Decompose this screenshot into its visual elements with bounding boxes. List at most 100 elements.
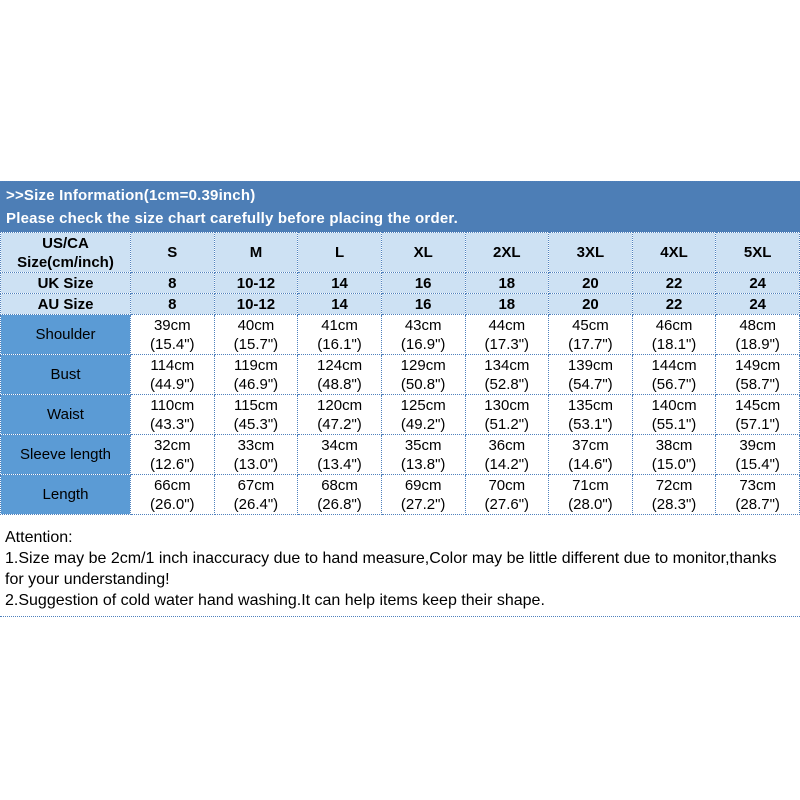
size-value-cell-text: 10-12 <box>236 295 276 313</box>
size-value-cell: 14 <box>297 293 382 315</box>
measure-value-cell-text: 139cm <box>567 356 613 374</box>
size-col-header-2xl: 2XL <box>464 232 550 273</box>
measure-value-cell: 46cm (18.1") <box>631 314 717 355</box>
measure-value-cell-text: (14.2") <box>484 455 530 473</box>
size-value-cell: 10-12 <box>213 293 299 315</box>
measure-value-cell-text: (28.3") <box>651 495 697 513</box>
measure-value-cell-text: (47.2") <box>317 415 362 433</box>
table-row: Shoulder 39cm (15.4") 40cm (15.7") 41cm (16.1"… <box>0 314 800 355</box>
measure-value-cell: 66cm (26.0") <box>130 474 215 515</box>
measure-value-cell-text: (51.2") <box>484 415 530 433</box>
size-value-cell: 18 <box>464 293 550 315</box>
measure-value-cell: 144cm (56.7") <box>631 354 717 395</box>
measure-value-cell-text: 68cm <box>321 476 358 494</box>
measure-value-cell: 40cm (15.7") <box>213 314 299 355</box>
attention-title: Attention: <box>5 529 73 546</box>
row-label: AU Size <box>0 293 131 315</box>
measure-value-cell-text: 46cm <box>655 316 693 334</box>
measure-value-cell-text: 41cm <box>321 316 358 334</box>
measure-value-cell: 125cm (49.2") <box>380 394 466 435</box>
measure-value-cell-text: (13.8") <box>400 455 446 473</box>
size-value-cell: 16 <box>380 272 466 294</box>
measure-value-cell-text: 119cm <box>233 356 278 374</box>
measure-value-cell-text: 125cm <box>400 396 446 414</box>
attention-note-1: 1.Size may be 2cm/1 inch inaccuracy due … <box>5 550 777 588</box>
measure-value-cell-text: (43.3") <box>150 415 195 433</box>
measure-value-cell: 39cm (15.4") <box>130 314 215 355</box>
measure-value-cell-text: (15.7") <box>233 335 279 353</box>
measure-value-cell-text: (48.8") <box>317 375 362 393</box>
row-label-text: UK Size <box>37 274 94 292</box>
measure-value-cell-text: 70cm <box>488 476 526 494</box>
measure-value-cell-text: (16.9") <box>400 335 446 353</box>
size-col-header-l: L <box>297 232 382 273</box>
size-col-header-2xl-text: 2XL <box>493 244 521 261</box>
measure-value-cell-text: (18.9") <box>735 335 780 353</box>
measure-value-cell-text: 39cm <box>739 436 777 454</box>
measure-value-cell-text: 144cm <box>651 356 697 374</box>
measure-value-cell-text: 36cm <box>488 436 526 454</box>
measure-value-cell: 129cm (50.8") <box>380 354 466 395</box>
measure-value-cell-text: 44cm <box>488 316 526 334</box>
measure-row-label: Bust <box>0 354 131 395</box>
measure-value-cell-text: 72cm <box>655 476 693 494</box>
measure-value-cell-text: (26.4") <box>233 495 279 513</box>
measure-value-cell-text: (26.8") <box>317 495 362 513</box>
measure-value-cell-text: (49.2") <box>400 415 446 433</box>
measure-value-cell: 45cm (17.7") <box>548 314 633 355</box>
measure-value-cell-text: (16.1") <box>317 335 362 353</box>
size-value-cell-text: 8 <box>168 295 177 313</box>
measure-value-cell: 110cm (43.3") <box>130 394 215 435</box>
size-value-cell: 24 <box>715 293 800 315</box>
size-value-cell: 14 <box>297 272 382 294</box>
measure-value-cell-text: 40cm <box>237 316 275 334</box>
measure-value-cell-text: (44.9") <box>150 375 195 393</box>
measure-value-cell: 43cm (16.9") <box>380 314 466 355</box>
size-col-header-l-text: L <box>334 244 345 261</box>
measure-value-cell-text: 35cm <box>404 436 442 454</box>
measure-value-cell-text: 120cm <box>317 396 363 414</box>
size-value-cell-text: 14 <box>331 295 348 313</box>
measure-value-cell-text: 38cm <box>655 436 693 454</box>
size-col-header-5xl-text: 5XL <box>743 244 772 261</box>
measure-value-cell-text: 140cm <box>651 396 697 414</box>
corner-header: US/CA Size(cm/inch) <box>0 232 131 273</box>
measure-value-cell-text: (26.0") <box>150 495 195 513</box>
measure-value-cell: 73cm (28.7") <box>715 474 800 515</box>
table-row: Bust 114cm (44.9") 119cm (46.9") 124cm (48.8")… <box>0 354 800 395</box>
table-header-row: US/CA Size(cm/inch) S M L XL 2XL 3XL 4XL 5XL <box>0 232 800 273</box>
measure-value-cell-text: (15.0") <box>651 455 697 473</box>
measure-value-cell-text: 69cm <box>404 476 442 494</box>
row-label-text: AU Size <box>37 295 94 313</box>
measure-value-cell-text: 32cm <box>153 436 191 454</box>
measure-value-cell-text: 129cm <box>400 356 446 374</box>
measure-value-cell: 71cm (28.0") <box>548 474 633 515</box>
table-row: Waist 110cm (43.3") 115cm (45.3") 120cm (47.2"… <box>0 394 800 435</box>
size-value-cell: 8 <box>130 272 215 294</box>
table-row: AU Size 8 10-12 14 16 18 20 22 24 <box>0 293 800 315</box>
size-value-cell: 18 <box>464 272 550 294</box>
size-value-cell: 22 <box>631 293 717 315</box>
measure-value-cell-text: 43cm <box>404 316 442 334</box>
measure-value-cell-text: 135cm <box>567 396 613 414</box>
measure-value-cell-text: (14.6") <box>568 455 613 473</box>
measure-value-cell-text: 37cm <box>572 436 609 454</box>
top-whitespace <box>0 0 800 181</box>
measure-value-cell: 44cm (17.3") <box>464 314 550 355</box>
size-value-cell: 10-12 <box>213 272 299 294</box>
measure-value-cell-text: (54.7") <box>568 375 613 393</box>
size-value-cell-text: 18 <box>498 295 516 313</box>
measure-value-cell: 67cm (26.4") <box>213 474 299 515</box>
measure-value-cell-text: (56.7") <box>651 375 697 393</box>
measure-value-cell-text: 149cm <box>735 356 781 374</box>
measure-row-label-text: Waist <box>47 406 84 423</box>
size-col-header-s: S <box>130 232 215 273</box>
measure-value-cell-text: 45cm <box>572 316 609 334</box>
table-row: UK Size 8 10-12 14 16 18 20 22 24 <box>0 272 800 294</box>
measure-value-cell: 139cm (54.7") <box>548 354 633 395</box>
measure-value-cell-text: 33cm <box>237 436 275 454</box>
measure-value-cell-text: (15.4") <box>735 455 780 473</box>
corner-header-text: US/CA <box>42 234 89 252</box>
measure-value-cell-text: 67cm <box>237 476 275 494</box>
